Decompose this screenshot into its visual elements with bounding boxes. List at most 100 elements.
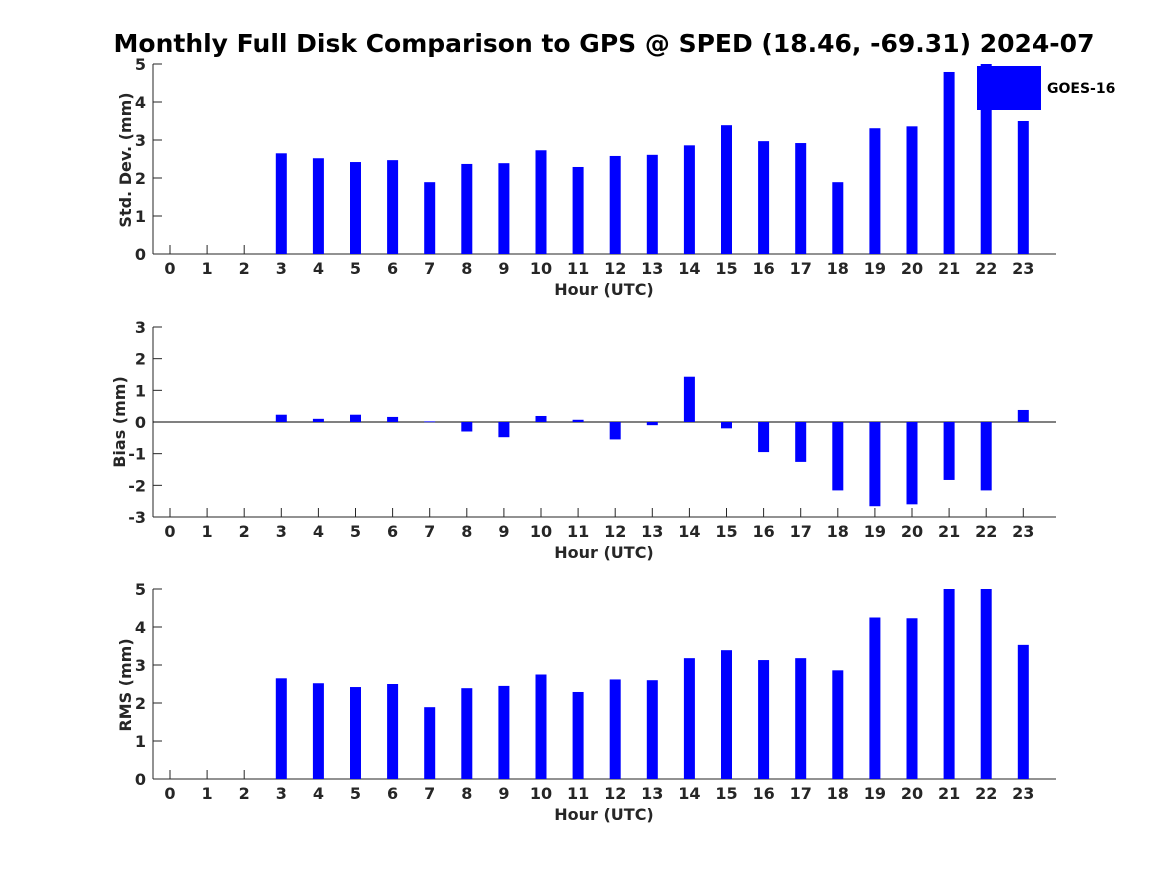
bar-bias-hour-13 <box>646 422 658 426</box>
x-tick-label: 23 <box>1012 784 1034 803</box>
x-tick-label: 22 <box>975 784 997 803</box>
y-tick-label: 3 <box>135 656 146 675</box>
x-tick-label: 8 <box>461 259 472 278</box>
bar-rms-hour-21 <box>943 589 955 779</box>
x-tick-label: 2 <box>239 259 250 278</box>
bar-rms-hour-7 <box>424 707 436 779</box>
bar-std-dev-hour-9 <box>498 163 510 254</box>
x-tick-label: 6 <box>387 784 398 803</box>
bar-rms-hour-11 <box>572 691 584 779</box>
bar-rms-hour-19 <box>869 617 881 779</box>
x-tick-label: 14 <box>678 784 700 803</box>
x-tick-label: 7 <box>424 522 435 541</box>
x-tick-label: 3 <box>276 522 287 541</box>
x-tick-label: 10 <box>530 784 552 803</box>
y-tick-label: 0 <box>135 413 146 432</box>
bar-bias-hour-16 <box>758 422 770 453</box>
x-tick-label: 12 <box>604 784 626 803</box>
x-tick-label: 15 <box>715 259 737 278</box>
bar-std-dev-hour-17 <box>795 143 807 254</box>
y-tick-label: 0 <box>135 770 146 789</box>
panel-rms-ylabel: RMS (mm) <box>116 638 135 731</box>
x-tick-label: 11 <box>567 522 589 541</box>
y-tick-label: 5 <box>135 55 146 74</box>
bar-rms-hour-3 <box>275 678 287 779</box>
bar-std-dev-hour-11 <box>572 166 584 254</box>
bar-rms-hour-4 <box>312 683 324 779</box>
x-tick-label: 23 <box>1012 522 1034 541</box>
bar-rms-hour-9 <box>498 685 510 779</box>
bar-std-dev-hour-4 <box>312 158 324 254</box>
legend: GOES-16 <box>977 66 1115 110</box>
x-tick-label: 4 <box>313 784 324 803</box>
bar-bias-hour-4 <box>312 418 324 422</box>
x-tick-label: 1 <box>202 784 213 803</box>
x-tick-label: 0 <box>164 259 175 278</box>
x-tick-label: 18 <box>827 522 849 541</box>
bar-std-dev-hour-19 <box>869 128 881 254</box>
bar-bias-hour-22 <box>980 422 992 491</box>
bar-bias-hour-17 <box>795 422 807 462</box>
x-tick-label: 5 <box>350 259 361 278</box>
bar-std-dev-hour-23 <box>1017 121 1029 254</box>
x-tick-label: 4 <box>313 522 324 541</box>
x-tick-label: 22 <box>975 522 997 541</box>
x-tick-label: 9 <box>498 784 509 803</box>
bar-rms-hour-18 <box>832 670 844 779</box>
x-tick-label: 5 <box>350 784 361 803</box>
bar-rms-hour-23 <box>1017 644 1029 779</box>
bar-bias-hour-15 <box>721 422 732 429</box>
x-tick-label: 10 <box>530 259 552 278</box>
x-tick-label: 9 <box>498 522 509 541</box>
bar-bias-hour-20 <box>906 422 918 505</box>
bar-bias-hour-14 <box>683 376 695 422</box>
x-tick-label: 21 <box>938 259 960 278</box>
bar-bias-hour-6 <box>387 416 399 422</box>
x-tick-label: 20 <box>901 522 923 541</box>
bar-std-dev-hour-14 <box>683 145 695 254</box>
bar-std-dev-hour-7 <box>424 182 436 254</box>
chart-title: Monthly Full Disk Comparison to GPS @ SP… <box>114 29 1095 58</box>
bar-rms-hour-22 <box>980 589 992 779</box>
bar-std-dev-hour-8 <box>461 163 473 254</box>
bar-bias-hour-7 <box>424 421 436 423</box>
x-tick-label: 10 <box>530 522 552 541</box>
x-tick-label: 21 <box>938 784 960 803</box>
x-tick-label: 16 <box>752 522 774 541</box>
bar-bias-hour-8 <box>461 422 473 432</box>
x-tick-label: 17 <box>790 784 812 803</box>
panel-rms-xlabel: Hour (UTC) <box>554 805 654 824</box>
y-tick-label: 0 <box>135 245 146 264</box>
x-tick-label: 13 <box>641 259 663 278</box>
bar-std-dev-hour-5 <box>350 162 361 254</box>
x-tick-label: 13 <box>641 784 663 803</box>
x-tick-label: 1 <box>202 522 213 541</box>
x-tick-label: 15 <box>715 522 737 541</box>
bar-std-dev-hour-3 <box>275 153 287 254</box>
x-tick-label: 16 <box>752 784 774 803</box>
panel-std-dev-xlabel: Hour (UTC) <box>554 280 654 299</box>
x-tick-label: 11 <box>567 784 589 803</box>
x-tick-label: 7 <box>424 784 435 803</box>
bar-std-dev-hour-15 <box>721 125 732 255</box>
bar-rms-hour-20 <box>906 618 918 779</box>
x-tick-label: 4 <box>313 259 324 278</box>
bar-std-dev-hour-16 <box>758 141 770 254</box>
bar-bias-hour-10 <box>535 415 547 422</box>
y-tick-label: 2 <box>135 694 146 713</box>
panel-bias-ylabel: Bias (mm) <box>110 376 129 468</box>
bar-rms-hour-12 <box>609 679 621 779</box>
x-tick-label: 20 <box>901 784 923 803</box>
bar-rms-hour-16 <box>758 660 770 779</box>
x-tick-label: 0 <box>164 784 175 803</box>
bar-bias-hour-9 <box>498 422 510 438</box>
bar-rms-hour-13 <box>646 680 658 779</box>
legend-label: GOES-16 <box>1047 81 1115 97</box>
bar-bias-hour-18 <box>832 422 844 491</box>
x-tick-label: 22 <box>975 259 997 278</box>
bar-std-dev-hour-6 <box>387 160 399 254</box>
bar-rms-hour-17 <box>795 658 807 779</box>
